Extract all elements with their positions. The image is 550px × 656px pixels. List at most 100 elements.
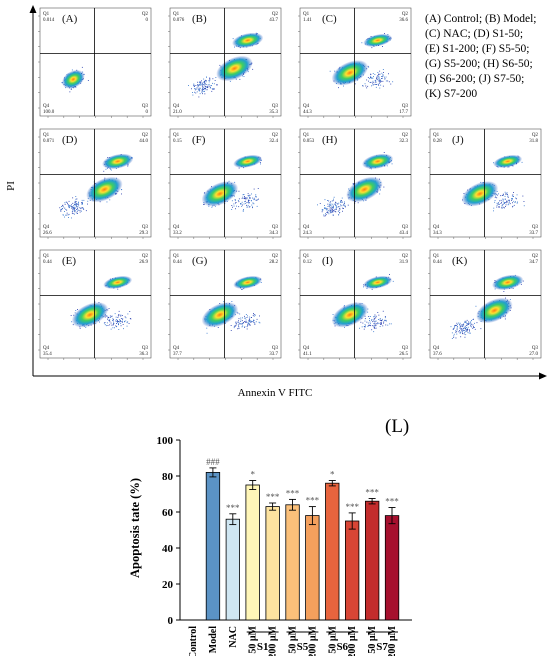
flow-event-dot xyxy=(199,83,201,85)
legend-line: (G) S5-200; (H) S6-50; xyxy=(425,58,533,70)
flow-event-dot xyxy=(80,208,82,210)
flow-event-dot xyxy=(374,327,376,329)
flow-event-dot xyxy=(259,322,261,324)
flow-event-dot xyxy=(124,321,125,323)
flow-event-dot xyxy=(120,315,122,317)
flow-event-dot xyxy=(236,205,237,207)
flow-event-dot xyxy=(371,288,373,290)
flow-event-dot xyxy=(76,203,78,205)
flow-event-dot xyxy=(377,72,379,73)
flow-event-dot xyxy=(380,79,381,81)
flow-event-dot xyxy=(117,323,119,324)
flow-event-dot xyxy=(208,80,210,81)
flow-event-dot xyxy=(453,335,455,337)
flow-event-dot xyxy=(329,208,331,210)
flow-event-dot xyxy=(208,83,210,85)
flow-event-dot xyxy=(229,80,231,82)
flow-event-dot xyxy=(259,162,261,163)
flow-event-dot xyxy=(480,328,482,330)
flow-event-dot xyxy=(371,329,373,331)
flow-event-dot xyxy=(246,326,248,328)
flow-event-dot xyxy=(327,212,329,214)
flow-event-dot xyxy=(76,209,78,210)
flow-event-dot xyxy=(242,317,243,319)
flow-event-dot xyxy=(378,81,380,83)
flow-event-dot xyxy=(199,81,200,83)
flow-event-dot xyxy=(245,200,246,202)
flow-event-dot xyxy=(380,189,381,191)
flow-event-dot xyxy=(112,327,114,329)
flow-event-dot xyxy=(387,324,389,326)
flow-event-dot xyxy=(494,201,496,203)
flow-event-dot xyxy=(106,315,108,317)
flow-quadrant-name: Q4 xyxy=(43,225,50,230)
flow-event-dot xyxy=(496,206,498,208)
flow-event-dot xyxy=(502,206,504,208)
flow-event-dot xyxy=(336,203,338,204)
flow-event-dot xyxy=(241,288,243,290)
flow-quadrant-name: Q4 xyxy=(433,346,440,351)
flow-event-dot xyxy=(377,78,379,80)
flow-event-dot xyxy=(120,322,122,324)
flow-event-dot xyxy=(322,209,324,211)
flow-quadrant-name: Q3 xyxy=(402,346,409,351)
flow-event-dot xyxy=(368,316,370,317)
flow-event-dot xyxy=(374,317,376,319)
flow-event-dot xyxy=(467,330,468,332)
flow-event-dot xyxy=(251,204,253,206)
flow-event-dot xyxy=(502,207,504,209)
flow-event-dot xyxy=(471,326,472,328)
flow-quadrant-name: Q3 xyxy=(142,104,149,109)
flow-event-dot xyxy=(243,322,244,323)
flow-event-dot xyxy=(468,321,470,323)
flow-event-dot xyxy=(72,206,74,208)
flow-event-dot xyxy=(324,208,326,209)
flow-event-dot xyxy=(231,209,233,210)
flow-event-dot xyxy=(366,79,368,81)
flow-event-dot xyxy=(66,209,68,211)
flow-event-dot xyxy=(62,204,64,206)
flow-event-dot xyxy=(238,318,240,320)
flow-event-dot xyxy=(251,193,252,195)
flow-event-dot xyxy=(470,324,472,326)
flow-event-dot xyxy=(385,76,387,78)
flow-event-dot xyxy=(77,209,79,211)
flow-event-dot xyxy=(497,203,499,205)
flow-event-dot xyxy=(111,315,113,317)
flow-density-blob xyxy=(201,302,239,328)
flow-event-dot xyxy=(238,320,239,322)
flow-density-blob xyxy=(331,302,369,328)
flow-event-dot xyxy=(83,208,85,210)
flow-event-dot xyxy=(372,73,374,74)
flow-event-dot xyxy=(232,38,234,40)
flow-event-dot xyxy=(376,84,377,85)
flow-event-dot xyxy=(243,203,245,205)
flow-event-dot xyxy=(344,204,346,206)
flow-event-dot xyxy=(379,79,380,81)
flow-quadrant-name: Q3 xyxy=(272,346,279,351)
flow-event-dot xyxy=(231,205,233,206)
flow-event-dot xyxy=(245,319,247,321)
flow-event-dot xyxy=(369,318,370,319)
flow-event-dot xyxy=(253,197,255,199)
flow-q4-value: 44.3 xyxy=(303,110,312,115)
flow-event-dot xyxy=(206,327,208,329)
flow-q3-value: 29.3 xyxy=(139,231,148,236)
flow-event-dot xyxy=(242,210,244,212)
flow-event-dot xyxy=(501,195,503,196)
flow-event-dot xyxy=(117,321,119,322)
flow-event-dot xyxy=(460,325,462,327)
flow-event-dot xyxy=(379,193,381,195)
flow-event-dot xyxy=(249,196,250,198)
legend-line: (K) S7-200 xyxy=(425,88,477,100)
flow-event-dot xyxy=(64,211,65,212)
flow-event-dot xyxy=(110,316,111,318)
flow-event-dot xyxy=(197,85,199,87)
flow-event-dot xyxy=(361,326,363,328)
flow-event-dot xyxy=(64,207,66,209)
flow-event-dot xyxy=(495,195,497,197)
flow-event-dot xyxy=(375,317,377,319)
flow-event-dot xyxy=(74,203,76,205)
